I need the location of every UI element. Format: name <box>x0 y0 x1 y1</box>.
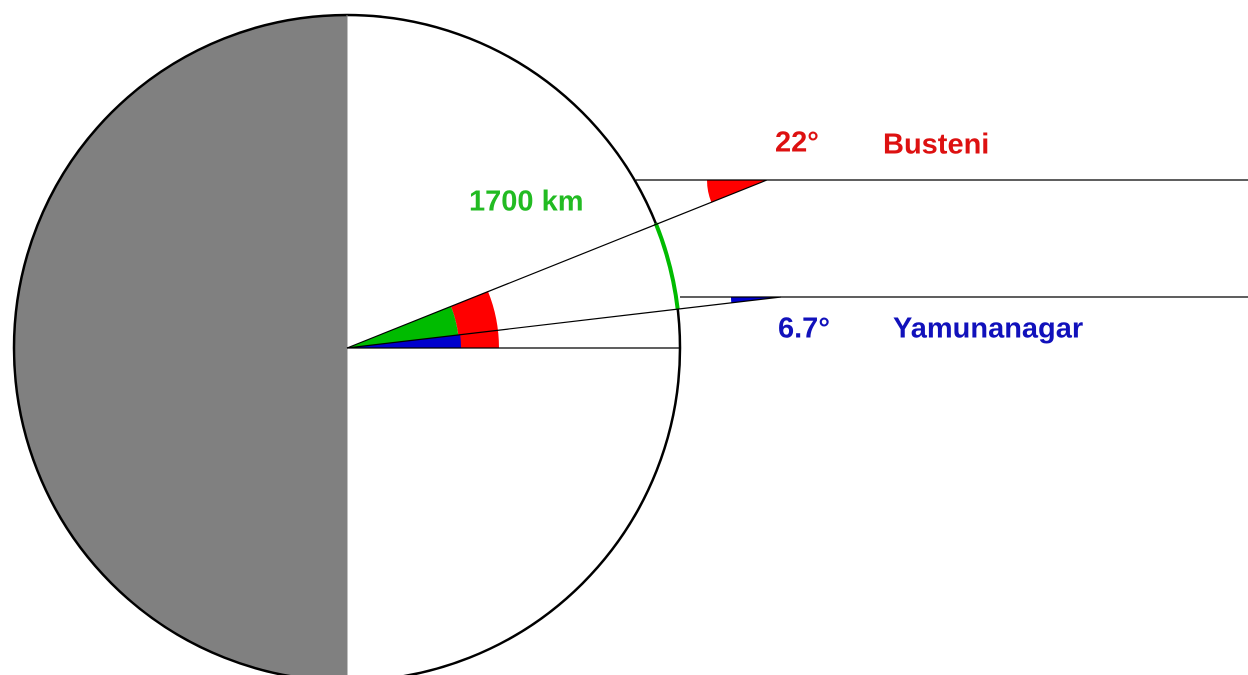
busteni-angle-wedge <box>450 291 499 348</box>
distance-arc <box>653 222 680 310</box>
busteni-angle-label: 22° <box>775 127 819 159</box>
distance-label: 1700 km <box>469 186 584 218</box>
yamunanagar-angle-label: 6.7° <box>778 313 830 345</box>
yamunanagar-ray <box>346 296 782 349</box>
yamunanagar-label: Yamunanagar <box>893 313 1083 345</box>
busteni-ray <box>346 179 768 349</box>
busteni-label: Busteni <box>883 129 989 161</box>
shaded-half <box>14 15 347 675</box>
